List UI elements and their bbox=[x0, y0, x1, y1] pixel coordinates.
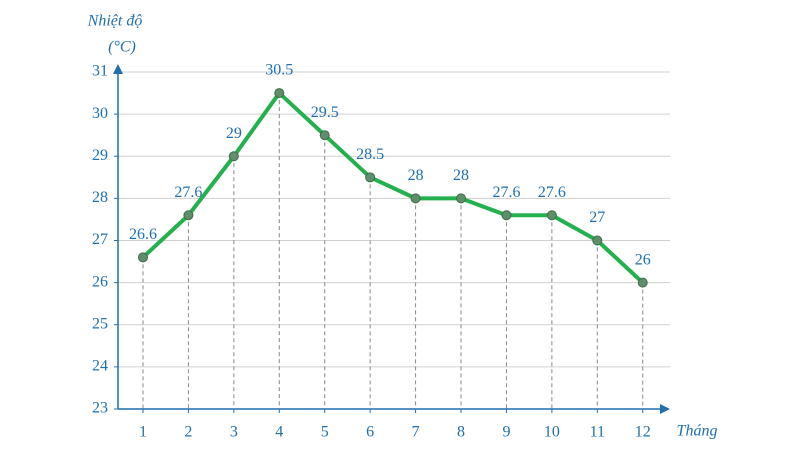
x-tick-label: 1 bbox=[139, 424, 147, 441]
y-tick-label: 28 bbox=[92, 189, 108, 206]
x-tick-label: 12 bbox=[635, 424, 651, 441]
x-axis-label: Tháng bbox=[677, 423, 718, 440]
x-tick-label: 11 bbox=[590, 424, 605, 441]
x-tick-label: 6 bbox=[366, 424, 374, 441]
y-tick-label: 26 bbox=[92, 273, 108, 290]
data-label: 29 bbox=[226, 125, 242, 142]
data-label: 27 bbox=[589, 209, 605, 226]
point bbox=[137, 252, 148, 263]
data-label: 26.6 bbox=[129, 226, 157, 243]
x-tick-label: 3 bbox=[230, 424, 238, 441]
point bbox=[274, 88, 285, 99]
point bbox=[319, 130, 330, 141]
data-label: 28 bbox=[453, 167, 469, 184]
point bbox=[183, 210, 194, 221]
y-tick-label: 24 bbox=[92, 358, 108, 375]
data-label: 29.5 bbox=[311, 104, 339, 121]
y-tick-label: 31 bbox=[92, 63, 108, 80]
point bbox=[501, 210, 512, 221]
point bbox=[365, 172, 376, 183]
y-tick-label: 25 bbox=[92, 315, 108, 332]
data-label: 27.6 bbox=[492, 184, 520, 201]
y-tick-label: 23 bbox=[92, 400, 108, 417]
y-axis-unit: (°C) bbox=[108, 39, 136, 56]
data-label: 30.5 bbox=[265, 62, 293, 79]
x-tick-label: 9 bbox=[502, 424, 510, 441]
x-tick-label: 5 bbox=[321, 424, 329, 441]
data-label: 27.6 bbox=[538, 184, 566, 201]
point bbox=[456, 193, 467, 204]
x-tick-label: 2 bbox=[184, 424, 192, 441]
data-label: 27.6 bbox=[174, 184, 202, 201]
y-tick-label: 30 bbox=[92, 105, 108, 122]
point bbox=[410, 193, 421, 204]
series-line bbox=[141, 91, 645, 285]
data-label: 28 bbox=[408, 167, 424, 184]
x-tick-label: 7 bbox=[412, 424, 420, 441]
point bbox=[546, 210, 557, 221]
point bbox=[637, 277, 648, 288]
x-tick-label: 10 bbox=[544, 424, 560, 441]
y-tick-label: 29 bbox=[92, 147, 108, 164]
point bbox=[592, 235, 603, 246]
y-tick-label: 27 bbox=[92, 231, 108, 248]
data-label: 28.5 bbox=[356, 146, 384, 163]
x-tick-label: 8 bbox=[457, 424, 465, 441]
y-axis-arrow bbox=[113, 64, 123, 74]
x-axis-arrow bbox=[660, 404, 670, 414]
y-axis-label: Nhiệt độ bbox=[87, 13, 143, 30]
data-label: 26 bbox=[635, 251, 651, 268]
x-tick-label: 4 bbox=[275, 424, 283, 441]
point bbox=[228, 151, 239, 162]
